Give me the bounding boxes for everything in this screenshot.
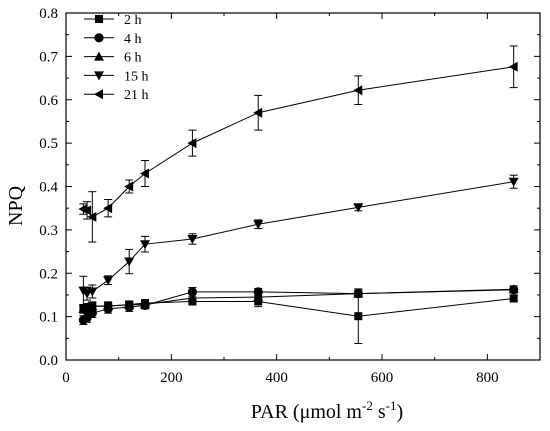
x-axis-title: PAR (μmol m-2 s-1) [251,398,403,423]
y-tick-label: 0.2 [39,266,58,282]
marker-triangle-down [124,257,135,267]
x-tick-label: 400 [265,370,288,386]
x-axis-title-suffix: ) [396,401,403,423]
marker-triangle-down [253,220,264,230]
marker-triangle-left [87,211,97,222]
marker-circle [253,287,263,297]
x-tick-label: 600 [371,370,394,386]
marker-triangle-left [353,85,363,96]
marker-square [509,294,518,303]
marker-triangle-left [508,61,518,72]
marker-square [254,297,263,306]
marker-triangle-up [140,299,150,309]
y-tick-label: 0.3 [39,223,58,239]
marker-square [354,312,363,321]
marker-triangle-down [103,276,114,286]
legend-item: 4 h [84,32,142,47]
y-axis-title: NPQ [5,185,27,226]
legend-item: 6 h [84,51,142,66]
marker-triangle-down [82,289,93,299]
marker-triangle-up [187,292,198,302]
x-tick-label: 800 [476,370,499,386]
legend: 2 h 4 h 6 h 15 h 21 h [84,13,149,103]
marker-triangle-up [94,51,104,61]
marker-triangle-down [508,177,519,187]
marker-triangle-left [94,89,103,100]
axis-ticks: 0 200 400 600 800 0.0 0.1 0.2 0.3 0.4 0.5 0.6 0.7 0.8 [39,6,540,386]
series-21h [78,45,518,243]
legend-item: 2 h [84,13,142,28]
y-tick-label: 0.6 [39,93,58,109]
x-tick-label: 0 [62,370,70,386]
marker-triangle-down [87,287,98,297]
marker-triangle-down [140,240,150,250]
marker-triangle-left [103,203,113,214]
marker-triangle-down [94,71,104,81]
marker-triangle-down [187,234,198,244]
y-tick-label: 0.7 [39,49,58,65]
legend-label: 15 h [124,69,149,84]
marker-triangle-up [87,301,98,311]
marker-triangle-left [187,138,197,149]
marker-triangle-left [140,168,149,179]
legend-label: 21 h [124,88,149,103]
x-tick-label: 200 [160,370,183,386]
y-tick-label: 0.1 [39,310,58,326]
y-tick-label: 0.8 [39,6,58,22]
marker-triangle-up [508,284,519,294]
legend-label: 2 h [124,13,142,28]
series-2h [79,288,518,345]
marker-triangle-up [253,292,264,302]
legend-item: 15 h [84,69,149,84]
marker-square [95,15,103,23]
marker-circle [94,33,104,43]
marker-triangle-up [124,299,135,309]
y-tick-label: 0.5 [39,136,58,152]
marker-triangle-left [124,181,134,192]
marker-triangle-up [103,300,114,310]
x-axis-title-sup2: -1 [386,398,397,413]
x-axis-title-sup1: -2 [362,398,373,413]
x-axis-title-prefix: PAR (μmol m [251,401,363,423]
y-tick-label: 0.0 [39,353,58,369]
legend-label: 6 h [124,51,142,66]
marker-triangle-up [353,288,364,298]
y-tick-label: 0.4 [39,180,58,196]
legend-item: 21 h [84,88,149,103]
x-axis-title-mid: s [373,401,386,423]
series-group [78,45,519,345]
legend-label: 4 h [124,32,142,47]
series-15h [78,174,519,306]
marker-triangle-left [253,107,263,118]
series-line [83,181,514,295]
marker-triangle-down [353,203,364,213]
marker-triangle-left [82,205,92,216]
